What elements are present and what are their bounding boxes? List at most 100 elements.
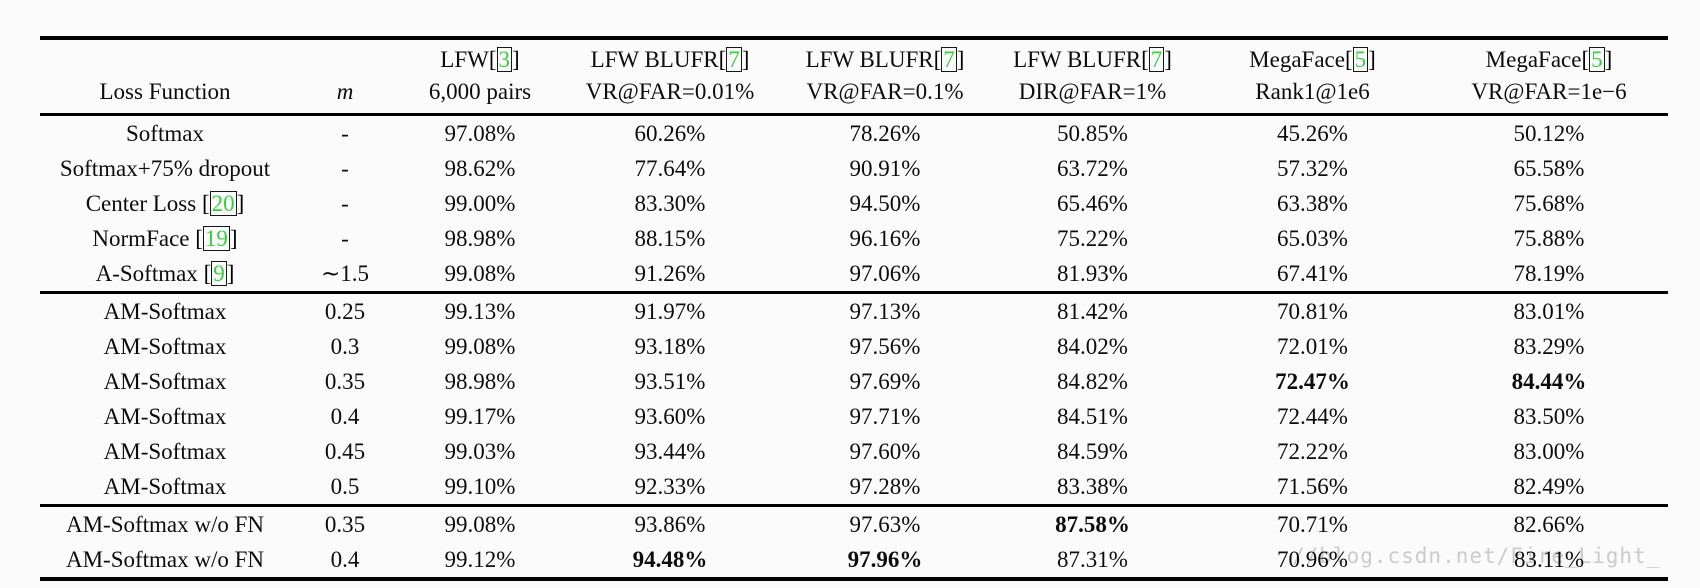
metric-value-cell: 63.38%: [1277, 191, 1348, 216]
metric-value-cell: 99.00%: [444, 191, 516, 216]
metric-value-cell: 98.98%: [444, 226, 516, 251]
header-dataset-name: LFW BLUFR: [805, 47, 934, 72]
loss-function-name: Softmax+75% dropout: [59, 156, 271, 181]
metric-value-cell: 45.26%: [1277, 121, 1348, 146]
table-row: AM-Softmax 0.3 99.08% 93.18% 97.56% 84.02% 72.…: [40, 329, 1668, 364]
metric-value-cell: 93.18%: [634, 334, 706, 359]
citation-bracket: [: [1581, 47, 1590, 72]
header-line-top: [40, 44, 290, 76]
loss-function-name: AM-Softmax: [103, 334, 227, 359]
loss-function-name: AM-Softmax: [103, 404, 227, 429]
citation-bracket: ]: [229, 226, 238, 251]
margin-value-cell: -: [341, 121, 349, 146]
loss-function-cell: Softmax+75% dropout: [40, 151, 290, 186]
metric-value-cell: 57.32%: [1277, 156, 1348, 181]
table-row: AM-Softmax 0.35 98.98% 93.51% 97.69% 84.82% 72…: [40, 364, 1668, 399]
metric-value-cell: 70.81%: [1277, 299, 1348, 324]
margin-value-cell: 0.45: [324, 439, 366, 464]
metric-value-cell: 72.47%: [1275, 369, 1350, 394]
header-line-top: LFW BLUFR[7]: [560, 44, 780, 76]
watermark: //blog.csdn.net/Fire_Light_: [1292, 544, 1661, 568]
header-line-top: LFW BLUFR[7]: [780, 44, 990, 76]
metric-value-cell: 83.29%: [1513, 334, 1585, 359]
metric-value-cell: 82.49%: [1513, 474, 1585, 499]
loss-function-cell: AM-Softmax: [40, 469, 290, 506]
margin-value-cell: -: [341, 191, 349, 216]
metric-value-cell: 70.96%: [1277, 547, 1348, 572]
loss-function-cell: AM-Softmax w/o FN: [40, 542, 290, 579]
metric-value-cell: 99.13%: [444, 299, 516, 324]
citation-bracket: [: [201, 191, 210, 216]
metric-value-cell: 50.85%: [1057, 121, 1128, 146]
header-line-top: MegaFace[5]: [1195, 44, 1430, 76]
metric-value-cell: 93.86%: [634, 512, 706, 537]
loss-function-name: AM-Softmax w/o FN: [65, 547, 265, 572]
metric-value-cell: 75.22%: [1057, 226, 1128, 251]
metric-value-cell: 63.72%: [1057, 156, 1128, 181]
column-header-1: m: [290, 38, 400, 115]
margin-value-cell: -: [341, 156, 349, 181]
table-row: Center Loss [20] - 99.00% 83.30% 94.50% 65.46…: [40, 186, 1668, 221]
citation-number: 7: [1148, 47, 1165, 72]
margin-value-cell: ∼1.5: [320, 261, 370, 286]
citation-bracket: [: [718, 47, 727, 72]
margin-value-cell: 0.4: [330, 547, 360, 572]
citation-bracket: [: [488, 47, 497, 72]
metric-value-cell: 87.31%: [1057, 547, 1128, 572]
header-dataset-name: LFW BLUFR: [590, 47, 719, 72]
header-line-bottom: 6,000 pairs: [428, 79, 532, 104]
metric-value-cell: 99.12%: [444, 547, 516, 572]
metric-value-cell: 99.08%: [444, 512, 516, 537]
header-dataset-name: MegaFace: [1485, 47, 1582, 72]
metric-value-cell: 77.64%: [634, 156, 706, 181]
header-line-top: LFW[3]: [400, 44, 560, 76]
loss-function-cell: Center Loss [20]: [40, 186, 290, 221]
loss-function-name: AM-Softmax w/o FN: [65, 512, 265, 537]
metric-value-cell: 94.50%: [849, 191, 921, 216]
citation-bracket: ]: [512, 47, 520, 72]
table-row: AM-Softmax 0.25 99.13% 91.97% 97.13% 81.42% 70…: [40, 293, 1668, 330]
loss-function-cell: AM-Softmax: [40, 434, 290, 469]
margin-value-cell: 0.4: [330, 404, 360, 429]
citation-bracket: ]: [226, 261, 235, 286]
loss-function-name: AM-Softmax: [103, 439, 227, 464]
loss-function-cell: AM-Softmax: [40, 399, 290, 434]
header-line-bottom: m: [336, 79, 354, 104]
metric-value-cell: 97.56%: [849, 334, 921, 359]
header-line-bottom: Loss Function: [99, 79, 231, 104]
margin-value-cell: 0.35: [324, 369, 366, 394]
header-line-top: MegaFace[5]: [1430, 44, 1668, 76]
citation-bracket: [: [195, 226, 203, 251]
metric-value-cell: 84.44%: [1511, 369, 1587, 394]
citation-bracket: ]: [956, 47, 965, 72]
citation-bracket: ]: [741, 47, 750, 72]
column-header-5: LFW BLUFR[7] DIR@FAR=1%: [990, 38, 1195, 115]
citation-number: 9: [211, 261, 227, 286]
column-header-6: MegaFace[5] Rank1@1e6: [1195, 38, 1430, 115]
results-table-container: Loss Function m LFW[3] 6,000 pairs LFW BLUF…: [40, 36, 1668, 581]
metric-value-cell: 96.16%: [849, 226, 921, 251]
loss-function-cell: NormFace [19]: [40, 221, 290, 256]
metric-value-cell: 92.33%: [634, 474, 706, 499]
loss-function-name: Softmax: [126, 121, 204, 146]
row-group-2: AM-Softmax w/o FN 0.35 99.08% 93.86% 97.63% 8…: [40, 505, 1668, 580]
metric-value-cell: 83.38%: [1057, 474, 1128, 499]
citation-bracket: [: [203, 261, 212, 286]
metric-value-cell: 99.17%: [444, 404, 516, 429]
metric-value-cell: 60.26%: [634, 121, 706, 146]
metric-value-cell: 75.88%: [1513, 226, 1585, 251]
citation-bracket: ]: [1368, 47, 1376, 72]
header-line-top: LFW BLUFR[7]: [990, 44, 1195, 76]
metric-value-cell: 91.97%: [634, 299, 706, 324]
citation-number: 3: [496, 47, 513, 72]
metric-value-cell: 82.66%: [1513, 512, 1585, 537]
metric-value-cell: 98.62%: [444, 156, 516, 181]
metric-value-cell: 93.60%: [634, 404, 706, 429]
citation-number: 20: [209, 191, 237, 216]
metric-value-cell: 93.51%: [634, 369, 706, 394]
header-line-top: [290, 44, 400, 76]
table-row: Softmax+75% dropout - 98.62% 77.64% 90.91% 63…: [40, 151, 1668, 186]
header-line-bottom: VR@FAR=0.01%: [585, 79, 755, 104]
metric-value-cell: 83.00%: [1513, 439, 1585, 464]
metric-value-cell: 71.56%: [1277, 474, 1348, 499]
